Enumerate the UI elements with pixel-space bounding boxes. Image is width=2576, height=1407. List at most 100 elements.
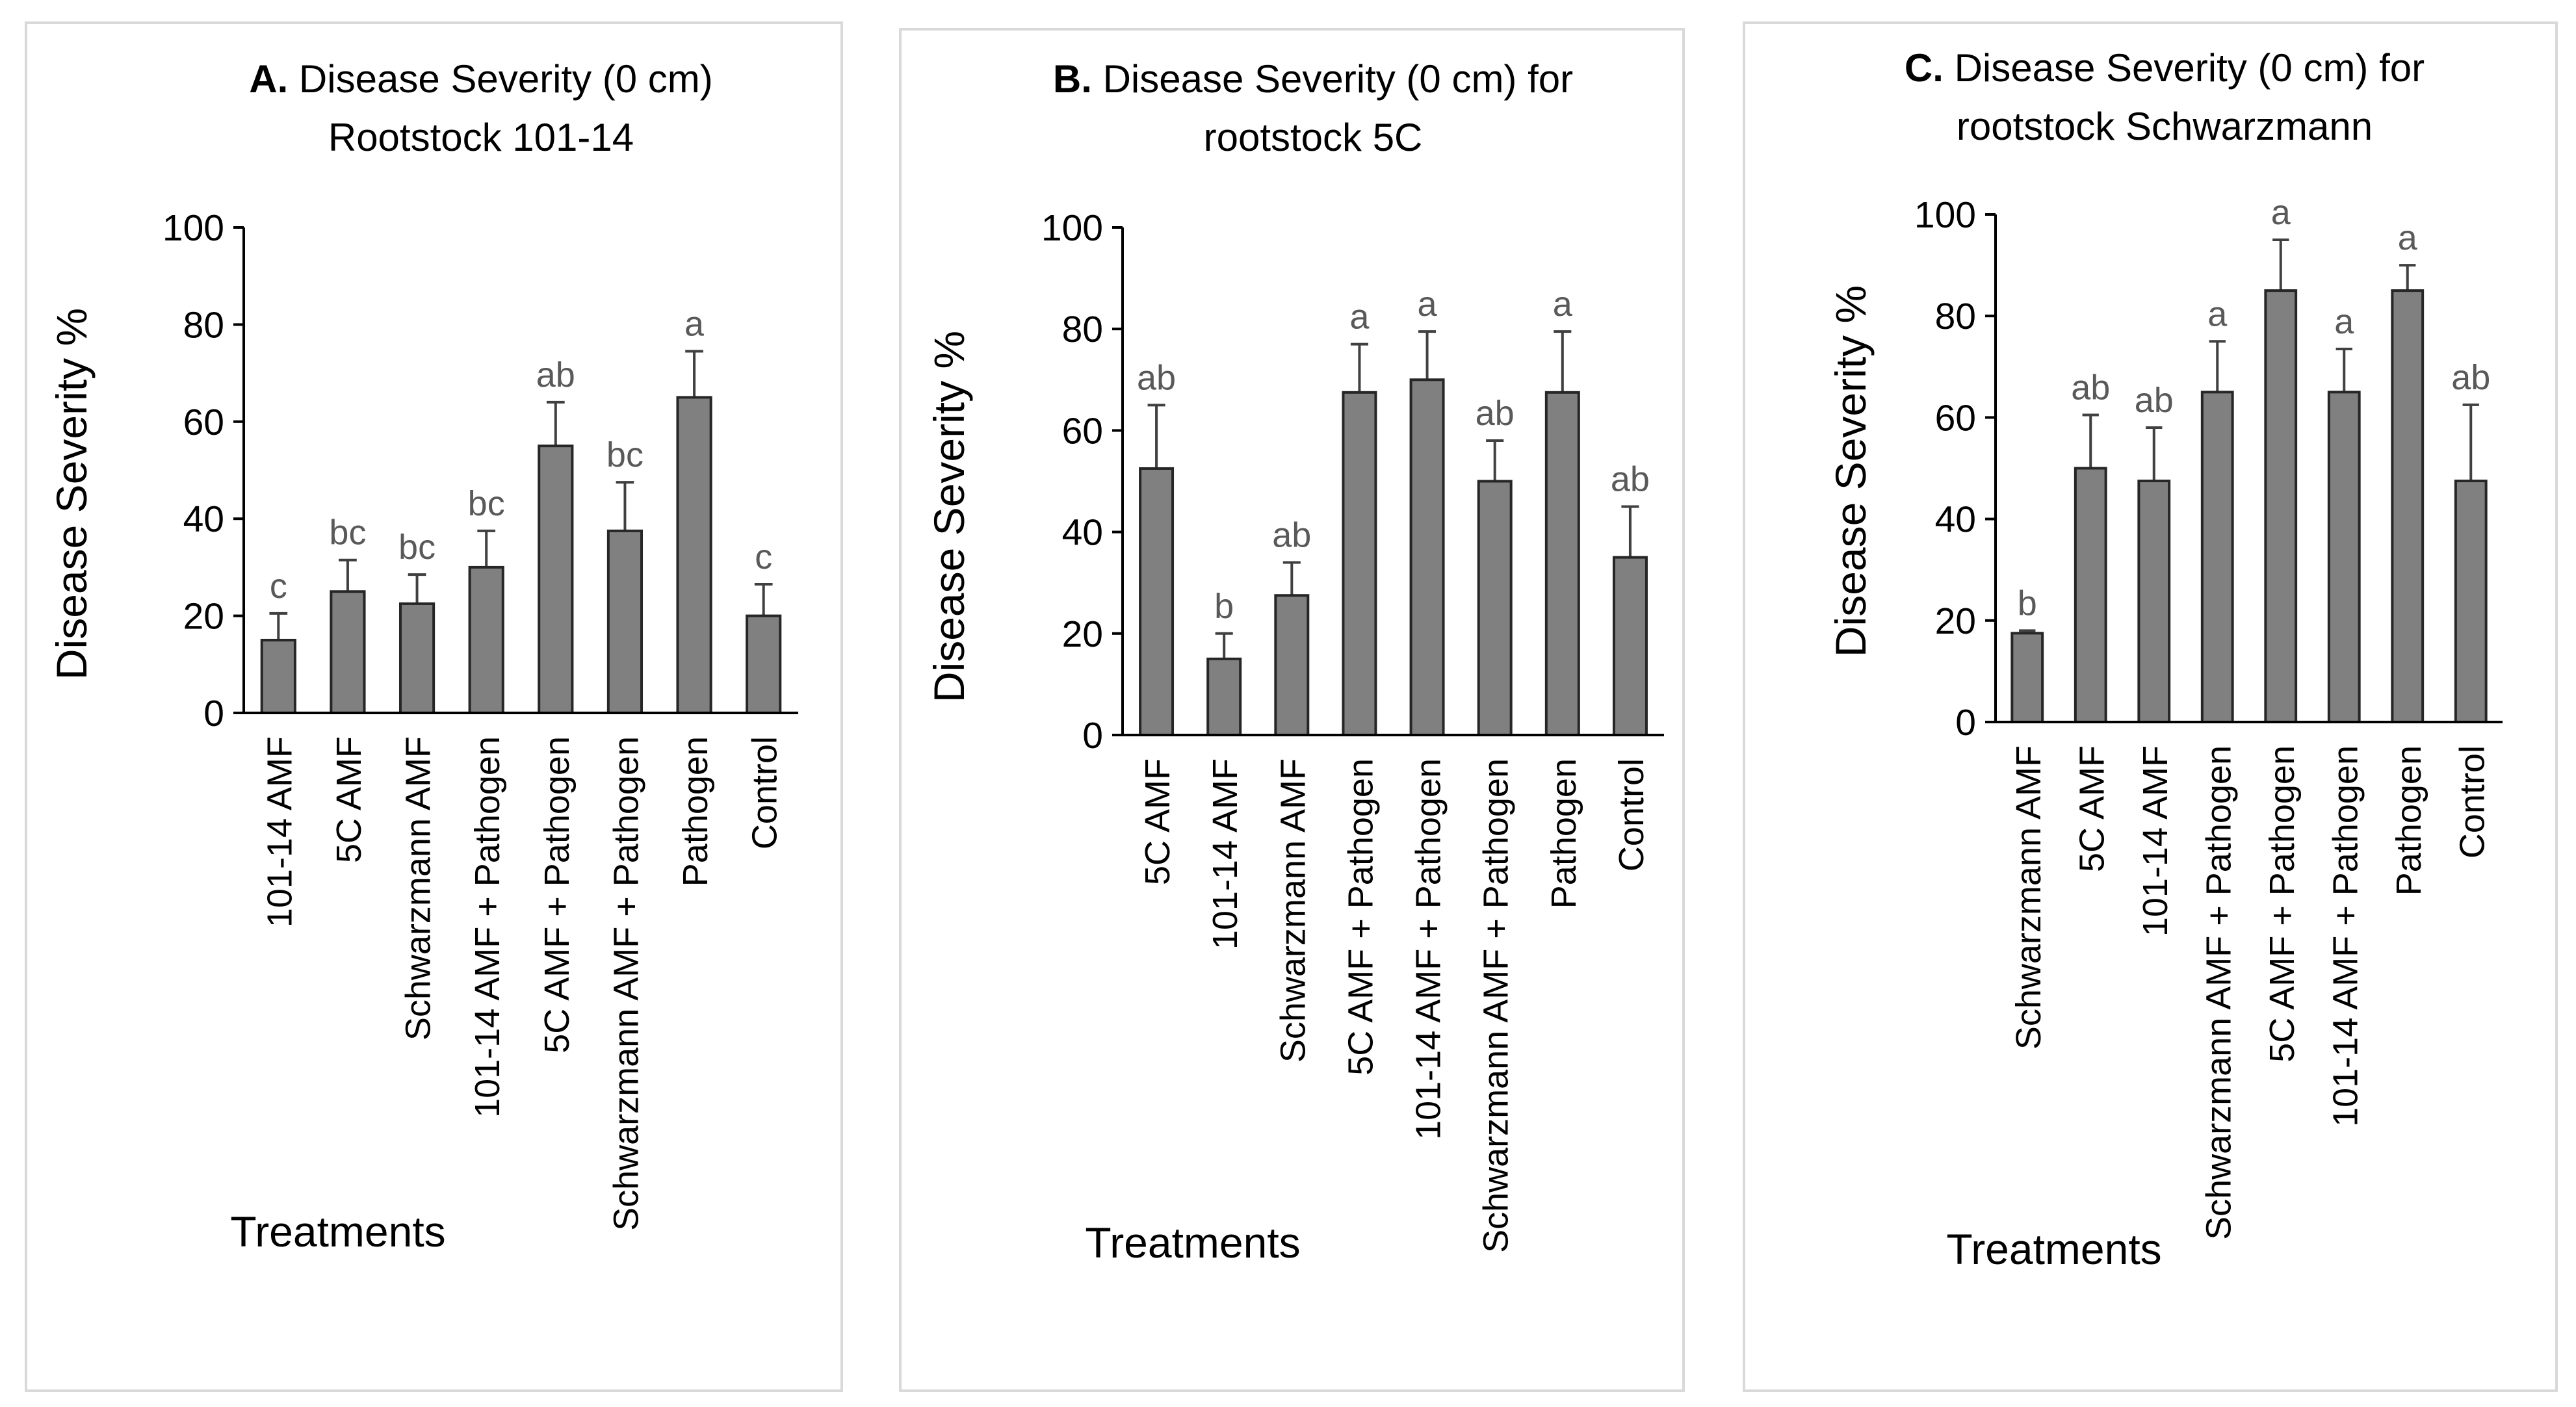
panel-b-bar (1342, 391, 1377, 736)
panel-a-bar (330, 590, 366, 714)
panel-c-significance-letter: ab (2135, 381, 2174, 420)
panel-b-bar (1477, 480, 1513, 736)
panel-a-significance-letter: c (755, 537, 772, 576)
panel-b-y-tick-label: 0 (1082, 715, 1103, 756)
panel-a-category-labels: 101-14 AMF 5C AMF Schwarzmann AMF 101-14 AM… (260, 736, 784, 1231)
panel-c-y-tick-label: 60 (1935, 397, 1976, 439)
panel-c-bars (2010, 289, 2488, 724)
panel-a-significance-letter: bc (606, 435, 644, 474)
panel-b-category-label: Pathogen (1544, 758, 1583, 909)
panel-c-y-tick-label: 20 (1935, 600, 1976, 642)
panel-b-category-label: Schwarzmann AMF + Pathogen (1477, 758, 1516, 1253)
panel-c-title-line2: rootstock Schwarzmann (1957, 105, 2373, 148)
panel-a-bar (398, 602, 436, 714)
panel-a-significance-letter: ab (536, 355, 575, 394)
panel-c-bar (2327, 391, 2361, 723)
panel-a-category-label: Schwarzmann AMF (399, 736, 438, 1040)
panel-a-category-label: 5C AMF + Pathogen (538, 736, 577, 1053)
panel-a-bar (260, 638, 296, 715)
panel-a-y-tick-label: 100 (163, 207, 224, 249)
panel-c: C. Disease Severity (0 cm) for rootstock… (1743, 21, 2558, 1392)
panel-c-x-axis-label: Treatments (1946, 1225, 2161, 1273)
panel-a-significance-letter: c (270, 567, 287, 606)
panel-a-significance-letter: bc (329, 513, 366, 552)
panel-b-x-axis-label: Treatments (1085, 1219, 1300, 1267)
panel-c-y-tick-label: 100 (1914, 194, 1976, 236)
panel-c-bar (2391, 289, 2425, 723)
panel-b-y-tick-label: 20 (1062, 613, 1103, 655)
panel-b-category-label: Control (1612, 758, 1651, 871)
panel-c-bar (2137, 480, 2171, 724)
panel-a-significance-letter: bc (398, 528, 436, 567)
panel-b-y-tick-label: 80 (1062, 309, 1103, 350)
panel-c-bar (2010, 632, 2044, 724)
panel-b-category-labels: 5C AMF 101-14 AMF Schwarzmann AMF 5C AMF + … (1138, 758, 1651, 1253)
panel-c-category-label: 5C AMF (2072, 745, 2111, 872)
panel-c-significance-letter: a (2207, 294, 2228, 333)
panel-a: A. Disease Severity (0 cm) Rootstock 101… (25, 21, 843, 1392)
panel-b-significance-letter: a (1349, 298, 1370, 337)
panel-b-significance-letter: b (1214, 587, 1234, 626)
panel-c-significance-letter: b (2018, 584, 2037, 623)
panel-a-category-label: Pathogen (676, 736, 715, 886)
panel-c-title-line1: C. Disease Severity (0 cm) for (1905, 46, 2425, 90)
panel-a-significance-letter: bc (468, 484, 505, 523)
panel-a-y-tick-label: 60 (183, 402, 224, 443)
panel-a-significance-letter: a (684, 304, 705, 343)
panel-b-bar (1409, 378, 1445, 736)
panel-c-category-labels: Schwarzmann AMF 5C AMF 101-14 AMF Schwarzma… (2009, 745, 2492, 1240)
panel-a-bar (746, 614, 782, 714)
panel-b-y-tick-label: 100 (1041, 207, 1103, 249)
panel-b-category-label: 101-14 AMF + Pathogen (1409, 758, 1448, 1140)
panel-a-bar (676, 396, 712, 714)
panel-c-significance-letter: a (2398, 218, 2418, 257)
panel-a-y-axis-label: Disease Severity % (47, 308, 96, 680)
panel-a-x-axis-label: Treatments (230, 1207, 445, 1256)
panel-a-category-label: 101-14 AMF + Pathogen (468, 736, 507, 1118)
panel-b-bar (1274, 594, 1310, 736)
panel-b-category-label: 5C AMF + Pathogen (1341, 758, 1380, 1076)
panel-c-bar (2454, 480, 2488, 724)
panel-c-category-label: Control (2452, 745, 2491, 858)
panel-a-y-tick-label: 80 (183, 304, 224, 346)
panel-b-category-label: 5C AMF (1138, 758, 1177, 885)
panel-b-frame (899, 28, 1685, 1392)
panel-b-significance-letter: ab (1272, 515, 1311, 554)
panel-c-bar (2264, 289, 2298, 723)
panel-a-category-label: 5C AMF (330, 736, 369, 863)
panel-a-y-tick-label: 40 (183, 498, 224, 540)
panel-c-significance-letter: ab (2071, 368, 2110, 407)
panel-b: B. Disease Severity (0 cm) for rootstock… (899, 28, 1685, 1392)
panel-a-bar (606, 529, 644, 714)
panel-c-y-tick-label: 80 (1935, 296, 1976, 337)
panel-c-bar (2074, 467, 2107, 723)
panel-a-bar (468, 565, 504, 715)
panel-c-significance-letter: ab (2451, 358, 2490, 397)
panel-b-significance-letter: ab (1611, 460, 1650, 499)
panel-b-title-line2: rootstock 5C (1204, 116, 1423, 159)
panel-b-category-label: 101-14 AMF (1206, 758, 1245, 949)
panel-b-y-tick-label: 60 (1062, 410, 1103, 452)
panel-b-y-tick-label: 40 (1062, 512, 1103, 554)
panel-b-category-label: Schwarzmann AMF (1273, 758, 1312, 1063)
panel-b-bars (1139, 378, 1648, 737)
panel-a-y-tick-label: 20 (183, 596, 224, 638)
panel-c-significance-letter: a (2334, 302, 2354, 341)
panel-b-significance-letter: a (1418, 285, 1438, 324)
panel-c-category-label: Pathogen (2389, 745, 2428, 896)
panel-a-frame (25, 21, 843, 1392)
panel-c-y-axis-label: Disease Severity % (1827, 285, 1875, 657)
panel-b-bar (1206, 657, 1242, 736)
panel-c-category-label: 101-14 AMF + Pathogen (2326, 745, 2365, 1127)
panel-c-category-label: 5C AMF + Pathogen (2263, 745, 2302, 1063)
panel-a-bar (538, 445, 574, 715)
panel-c-significance-letter: a (2271, 193, 2291, 232)
panel-a-title-line1: A. Disease Severity (0 cm) (249, 57, 713, 101)
panel-b-bar (1139, 467, 1175, 736)
panel-c-y-tick-label: 0 (1955, 702, 1976, 743)
panel-c-frame (1743, 21, 2558, 1392)
panel-c-y-tick-label: 40 (1935, 499, 1976, 541)
